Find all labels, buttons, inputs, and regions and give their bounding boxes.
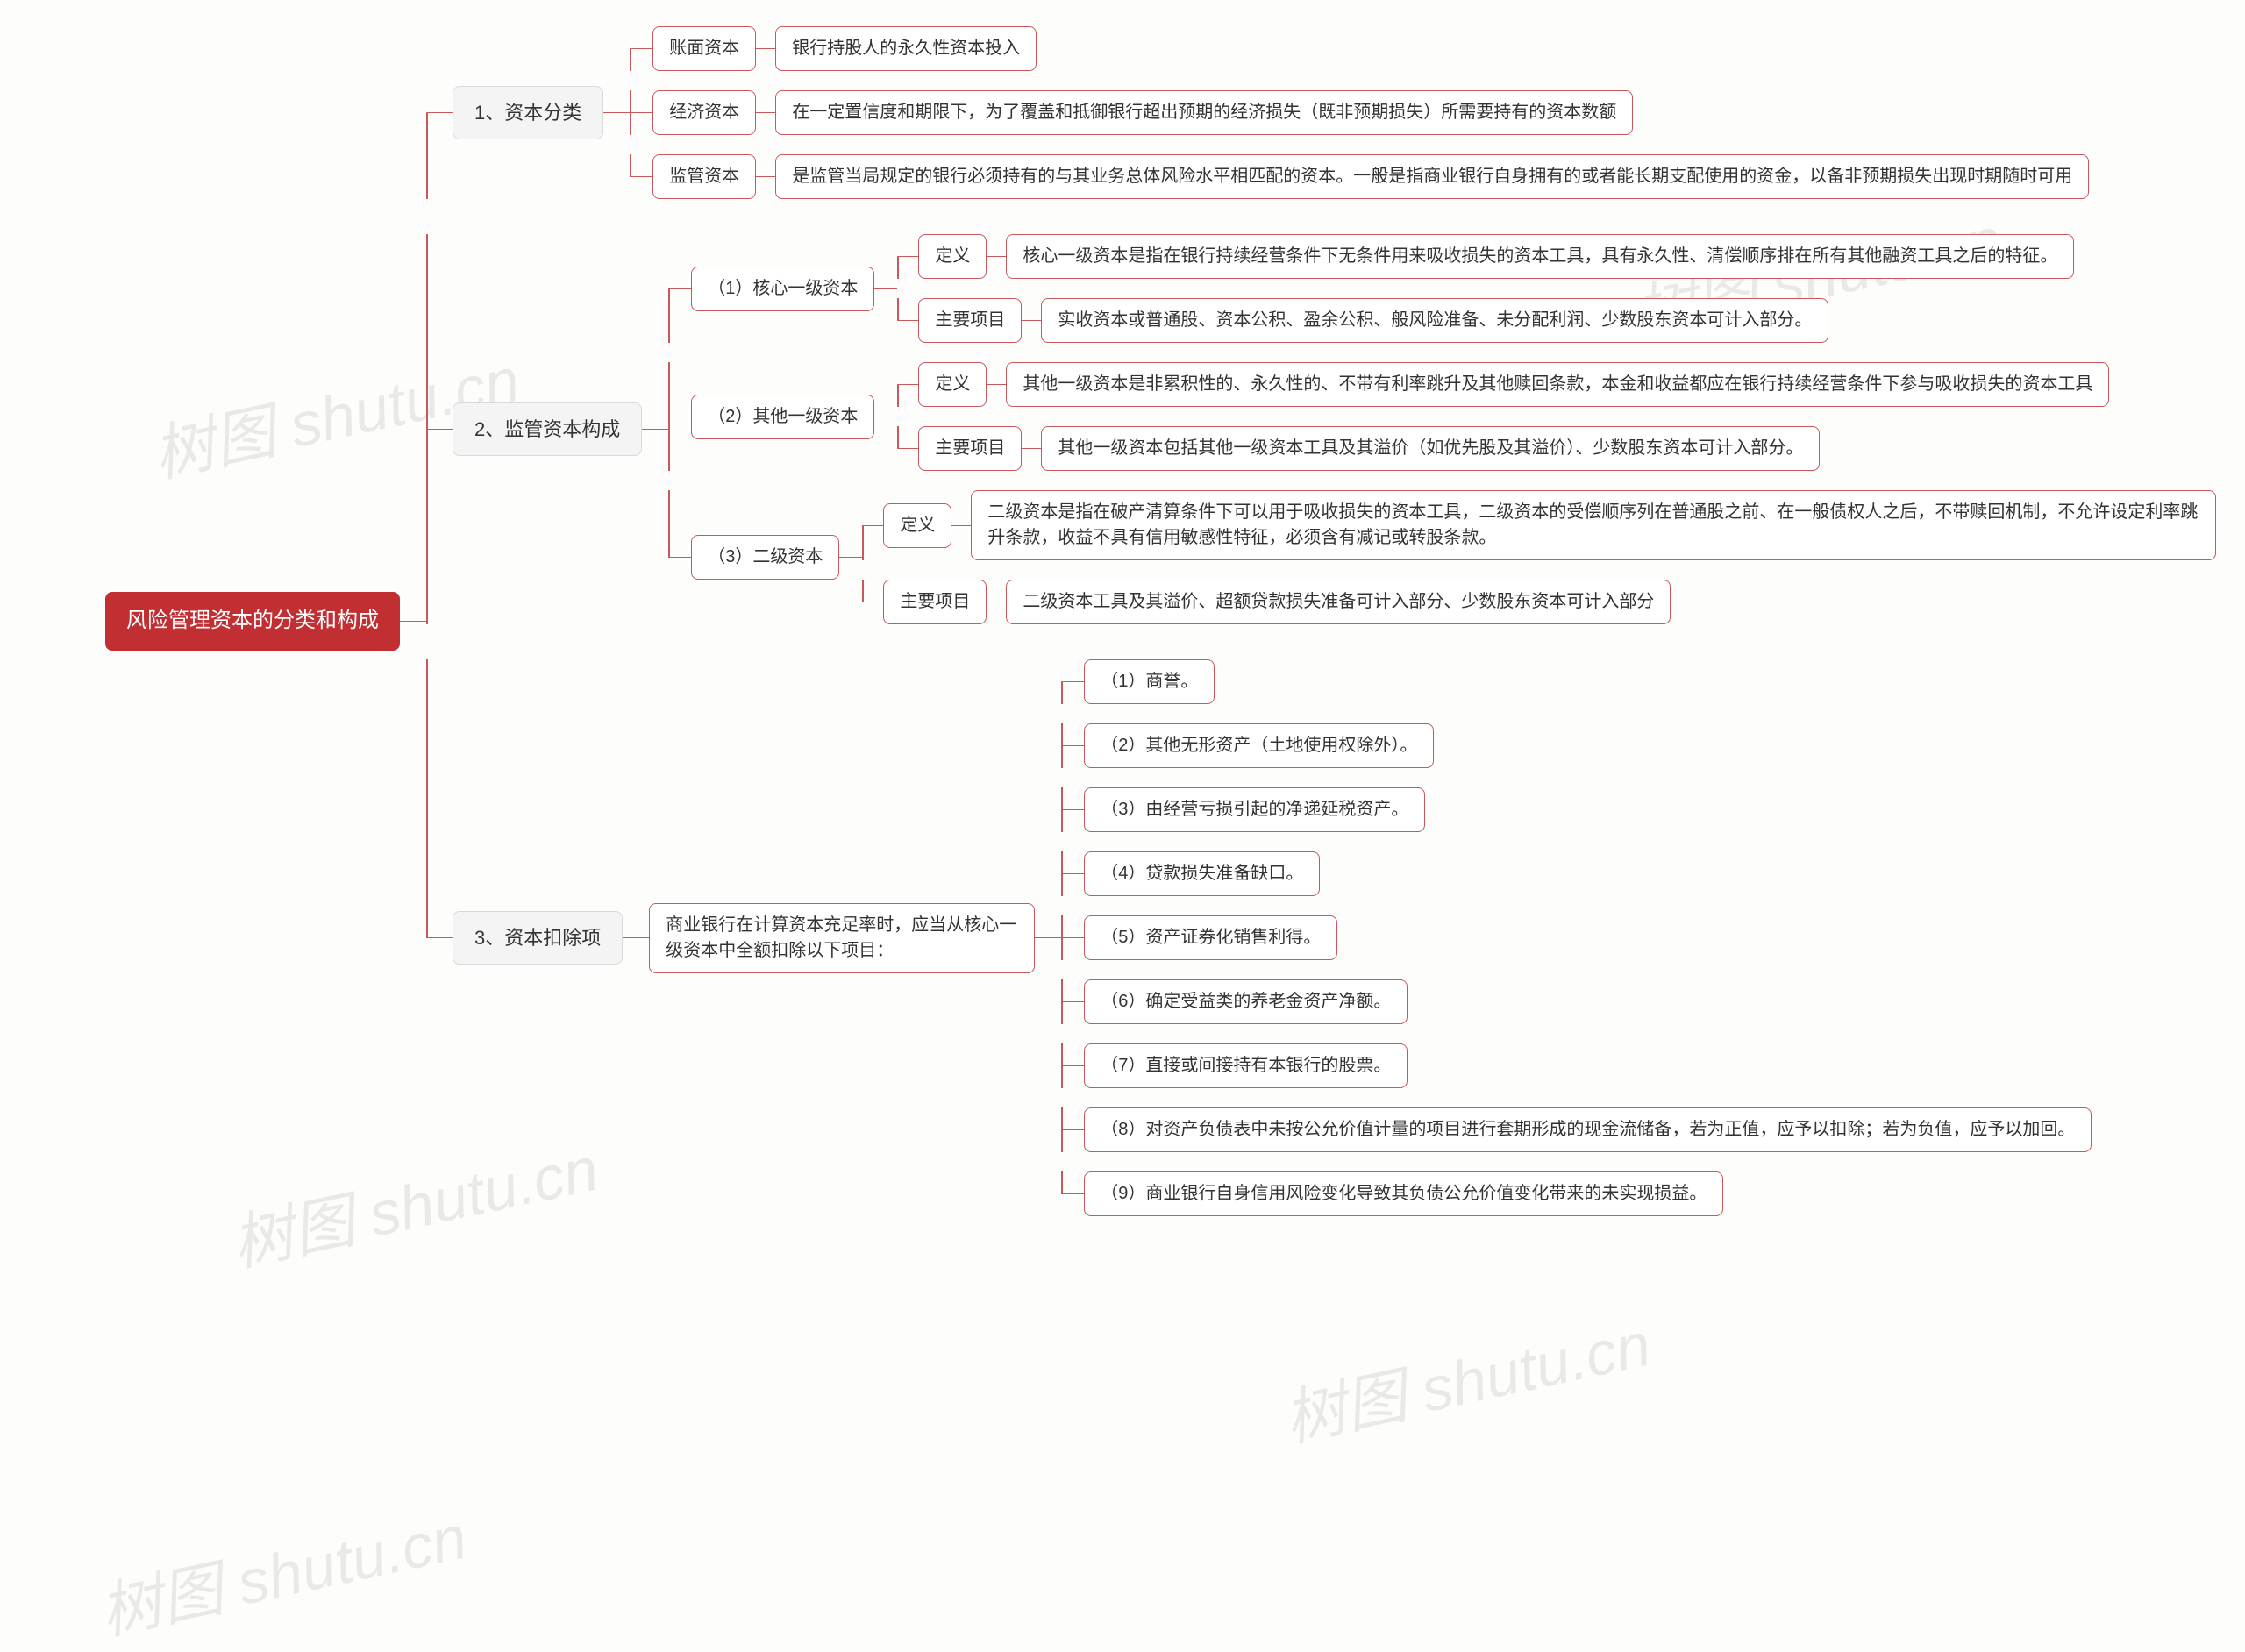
b2-core-tier1: （1）核心一级资本 (691, 267, 874, 311)
b2-s3-item-label: 主要项目 (883, 580, 987, 624)
b2-s1-def-label: 定义 (918, 234, 987, 279)
b2-s2-def-label: 定义 (918, 362, 987, 407)
branch2-label: 2、监管资本构成 (453, 402, 642, 457)
b2-s2-def: 其他一级资本是非累积性的、永久性的、不带有利率跳升及其他赎回条款，本金和收益都应… (1006, 362, 2109, 407)
b2-s1-item: 实收资本或普通股、资本公积、盈余公积、般风险准备、未分配利润、少数股东资本可计入… (1041, 298, 1828, 343)
branch-3: 3、资本扣除项 商业银行在计算资本充足率时，应当从核心一级资本中全额扣除以下项目… (426, 659, 2216, 1216)
b3-d9: （9）商业银行自身信用风险变化导致其负债公允价值变化带来的未实现损益。 (1084, 1171, 1723, 1216)
branch3-label: 3、资本扣除项 (453, 911, 623, 965)
branch-2: 2、监管资本构成 （1）核心一级资本 (426, 234, 2216, 624)
b2-s2-item-label: 主要项目 (918, 426, 1022, 471)
b2-s1-item-label: 主要项目 (918, 298, 1022, 343)
b3-d1: （1）商誉。 (1084, 659, 1215, 704)
b3-intro: 商业银行在计算资本充足率时，应当从核心一级资本中全额扣除以下项目： (649, 903, 1035, 973)
b3-d2: （2）其他无形资产（土地使用权除外）。 (1084, 723, 1434, 768)
b2-s3-def-label: 定义 (883, 503, 951, 548)
watermark: 树图 shutu.cn (1275, 1295, 1657, 1459)
b2-s3-def: 二级资本是指在破产清算条件下可以用于吸收损失的资本工具，二级资本的受偿顺序列在普… (971, 490, 2216, 560)
branch1-label: 1、资本分类 (453, 86, 603, 140)
branch-1: 1、资本分类 账面资本 银行持股人的永久性资本投入 (426, 26, 2216, 199)
watermark: 树图 shutu.cn (91, 1488, 474, 1652)
b2-other-tier1: （2）其他一级资本 (691, 395, 874, 439)
b2-tier2: （3）二级资本 (691, 535, 839, 580)
b1-book-capital: 账面资本 (652, 26, 756, 71)
root-node: 风险管理资本的分类和构成 (105, 592, 400, 651)
b3-d8: （8）对资产负债表中未按公允价值计量的项目进行套期形成的现金流储备，若为正值，应… (1084, 1107, 2092, 1152)
b3-d7: （7）直接或间接持有本银行的股票。 (1084, 1043, 1408, 1088)
b3-d5: （5）资产证券化销售利得。 (1084, 915, 1337, 960)
connector (400, 621, 426, 622)
b2-s2-item: 其他一级资本包括其他一级资本工具及其溢价（如优先股及其溢价）、少数股东资本可计入… (1041, 426, 1820, 471)
mindmap-canvas: 风险管理资本的分类和构成 1、资本分类 账面资本 (105, 26, 2216, 1216)
b2-s1-def: 核心一级资本是指在银行持续经营条件下无条件用来吸收损失的资本工具，具有永久性、清… (1006, 234, 2074, 279)
b3-d4: （4）贷款损失准备缺口。 (1084, 851, 1320, 896)
b3-d3: （3）由经营亏损引起的净递延税资产。 (1084, 787, 1425, 832)
b1-reg-capital: 监管资本 (652, 154, 756, 199)
root-fork: 1、资本分类 账面资本 银行持股人的永久性资本投入 (426, 26, 2216, 1216)
b1-book-capital-desc: 银行持股人的永久性资本投入 (775, 26, 1037, 71)
b1-econ-capital-desc: 在一定置信度和期限下，为了覆盖和抵御银行超出预期的经济损失（既非预期损失）所需要… (775, 90, 1633, 135)
b1-econ-capital: 经济资本 (652, 90, 756, 135)
b3-d6: （6）确定受益类的养老金资产净额。 (1084, 979, 1408, 1024)
b1-reg-capital-desc: 是监管当局规定的银行必须持有的与其业务总体风险水平相匹配的资本。一般是指商业银行… (775, 154, 2089, 199)
b2-s3-item: 二级资本工具及其溢价、超额贷款损失准备可计入部分、少数股东资本可计入部分 (1006, 580, 1671, 624)
